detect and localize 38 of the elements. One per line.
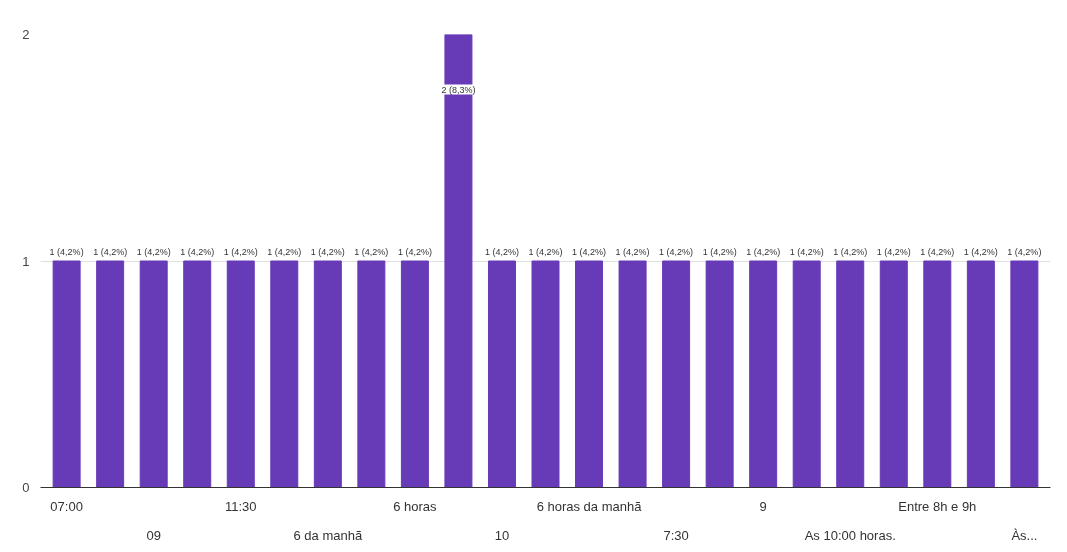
x-tick-label: 6 horas xyxy=(393,498,438,514)
x-tick-label: 10 xyxy=(494,527,510,543)
data-label: 1 (4,2%) xyxy=(528,247,563,257)
x-tick-label: 09 xyxy=(146,527,161,543)
data-label: 1 (4,2%) xyxy=(572,247,607,257)
data-label: 1 (4,2%) xyxy=(93,247,128,257)
x-tick-label: 07:00 xyxy=(50,498,83,514)
x-tick-label: 6 da manhã xyxy=(293,527,363,543)
data-label: 1 (4,2%) xyxy=(354,247,389,257)
data-label: 1 (4,2%) xyxy=(659,247,694,257)
data-label: 1 (4,2%) xyxy=(789,247,824,257)
x-tick-label: 9 xyxy=(759,498,767,514)
data-label: 1 (4,2%) xyxy=(746,247,781,257)
data-label: 1 (4,2%) xyxy=(180,247,215,257)
y-tick-label: 1 xyxy=(22,253,30,269)
data-label: 1 (4,2%) xyxy=(702,247,737,257)
data-label: 1 (4,2%) xyxy=(223,247,258,257)
data-label: 2 (8,3%) xyxy=(441,84,476,95)
x-tick-label: 11:30 xyxy=(224,498,257,514)
x-tick-label: Entre 8h e 9h xyxy=(898,498,977,514)
data-label: 1 (4,2%) xyxy=(136,247,171,257)
data-label: 1 (4,2%) xyxy=(397,247,432,257)
data-label: 1 (4,2%) xyxy=(876,247,911,257)
data-label: 1 (4,2%) xyxy=(833,247,868,257)
x-tick-label: Às... xyxy=(1011,527,1038,543)
data-label: 1 (4,2%) xyxy=(484,247,519,257)
data-label: 1 (4,2%) xyxy=(49,247,84,257)
data-label: 1 (4,2%) xyxy=(963,247,998,257)
x-tick-label: 7:30 xyxy=(663,527,689,543)
y-tick-label: 2 xyxy=(22,27,30,42)
x-tick-label: 6 horas da manhã xyxy=(536,498,643,514)
data-label: 1 (4,2%) xyxy=(310,247,345,257)
data-label: 1 (4,2%) xyxy=(1007,247,1042,257)
x-tick-label: As 10:00 horas. xyxy=(804,527,896,543)
data-label: 1 (4,2%) xyxy=(920,247,955,257)
data-label: 1 (4,2%) xyxy=(615,247,650,257)
y-tick-label: 0 xyxy=(22,480,30,495)
data-label: 1 (4,2%) xyxy=(267,247,302,257)
